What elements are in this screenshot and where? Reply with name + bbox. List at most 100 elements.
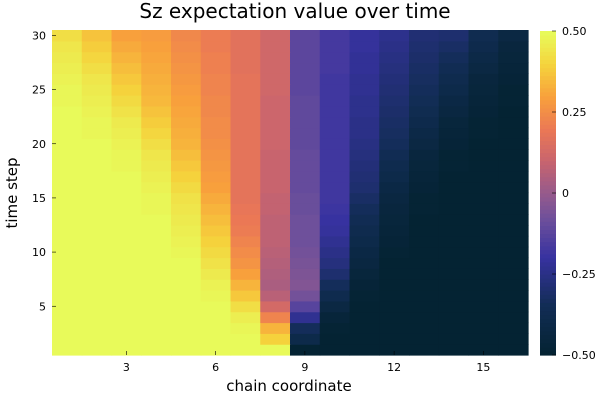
- heatmap-cell: [498, 95, 529, 107]
- heatmap-cell: [200, 344, 232, 356]
- heatmap-cell: [111, 51, 142, 64]
- heatmap-cell: [230, 62, 261, 74]
- heatmap-cell: [290, 333, 321, 345]
- heatmap-cell: [111, 333, 142, 345]
- colorbar-segment: [540, 217, 556, 222]
- colorbar-segment: [540, 184, 556, 190]
- heatmap-cell: [81, 40, 113, 53]
- heatmap-cell: [52, 225, 83, 237]
- heatmap-cell: [200, 160, 232, 172]
- colorbar-segment: [540, 59, 556, 64]
- colorbar-segment: [540, 176, 556, 182]
- heatmap-cell: [498, 105, 529, 118]
- colorbar-segment: [540, 75, 556, 81]
- heatmap-cell: [409, 138, 440, 150]
- heatmap-cell: [81, 127, 113, 139]
- heatmap-cell: [409, 322, 440, 334]
- colorbar-segment: [540, 35, 556, 40]
- y-axis-ticks: 5 10 15 20 25 30: [32, 29, 56, 313]
- heatmap-cell: [409, 246, 440, 259]
- heatmap-cell: [52, 322, 83, 334]
- colorbar-segment: [540, 330, 556, 336]
- heatmap-cell: [81, 225, 113, 237]
- heatmap-cell: [260, 279, 291, 291]
- heatmap-cell: [409, 160, 440, 172]
- colorbar-segment: [540, 31, 556, 36]
- heatmap-cell: [349, 116, 380, 129]
- colorbar-segment: [540, 237, 556, 243]
- heatmap-cell: [141, 257, 172, 269]
- heatmap-cell: [319, 203, 351, 215]
- heatmap-cell: [438, 62, 470, 74]
- colorbar-segment: [540, 225, 556, 231]
- heatmap-cell: [200, 300, 232, 313]
- colorbar-segment: [540, 47, 556, 52]
- heatmap-cell: [379, 246, 410, 259]
- heatmap-cell: [230, 181, 261, 194]
- heatmap-cell: [171, 181, 202, 194]
- x-tick-label: 9: [301, 361, 308, 374]
- colorbar-segment: [540, 233, 556, 239]
- heatmap-cell: [81, 257, 113, 269]
- heatmap-cell: [290, 105, 321, 118]
- heatmap-cell: [468, 344, 499, 356]
- heatmap-cell: [498, 127, 529, 139]
- heatmap-cell: [438, 181, 470, 194]
- heatmap-cell: [468, 170, 499, 183]
- heatmap-cell: [498, 235, 529, 248]
- heatmap-cell: [468, 257, 499, 269]
- heatmap-cell: [141, 214, 172, 226]
- heatmap-cell: [171, 51, 202, 64]
- heatmap-cell: [379, 181, 410, 194]
- colorbar-segment: [540, 83, 556, 89]
- heatmap-cell: [230, 344, 261, 356]
- heatmap-cell: [111, 73, 142, 85]
- heatmap-cell: [260, 192, 291, 204]
- heatmap-cell: [200, 311, 232, 324]
- heatmap-cell: [230, 203, 261, 215]
- heatmap-cell: [81, 95, 113, 107]
- heatmap-cell: [290, 311, 321, 324]
- heatmap-cell: [498, 344, 529, 356]
- heatmap-cell: [81, 268, 113, 280]
- heatmap-cell: [438, 95, 470, 107]
- heatmap-cell: [81, 138, 113, 150]
- heatmap-cell: [230, 170, 261, 183]
- colorbar-segment: [540, 229, 556, 235]
- heatmap-cell: [379, 235, 410, 248]
- colorbar-segment: [540, 67, 556, 73]
- colorbar-segment: [540, 87, 556, 93]
- heatmap-cell: [260, 214, 291, 226]
- y-tick-label: 25: [32, 84, 46, 97]
- colorbar-segment: [540, 346, 556, 352]
- heatmap-cell: [81, 73, 113, 85]
- heatmap-cell: [468, 105, 499, 118]
- heatmap-cell: [52, 170, 83, 183]
- heatmap-cell: [52, 95, 83, 107]
- heatmap-cell: [141, 160, 172, 172]
- heatmap-cell: [319, 333, 351, 345]
- heatmap-cell: [319, 149, 351, 161]
- colorbar-segment: [540, 120, 556, 125]
- heatmap-cell: [52, 300, 83, 313]
- heatmap-cell: [230, 225, 261, 237]
- heatmap-cell: [409, 311, 440, 324]
- heatmap-cell: [468, 30, 499, 42]
- heatmap-cell: [171, 344, 202, 356]
- heatmap-cell: [498, 333, 529, 345]
- heatmap-cell: [438, 246, 470, 259]
- heatmap-cell: [260, 138, 291, 150]
- heatmap-cell: [200, 225, 232, 237]
- heatmap-cell: [349, 257, 380, 269]
- heatmap-cell: [468, 40, 499, 53]
- heatmap-cell: [200, 170, 232, 183]
- heatmap-cell: [498, 322, 529, 334]
- heatmap-cell: [260, 127, 291, 139]
- heatmap-cell: [141, 127, 172, 139]
- heatmap-cell: [409, 149, 440, 161]
- heatmap-cell: [319, 192, 351, 204]
- heatmap-cell: [171, 214, 202, 226]
- heatmap-cell: [498, 73, 529, 85]
- heatmap-cell: [498, 30, 529, 42]
- heatmap-cell: [200, 127, 232, 139]
